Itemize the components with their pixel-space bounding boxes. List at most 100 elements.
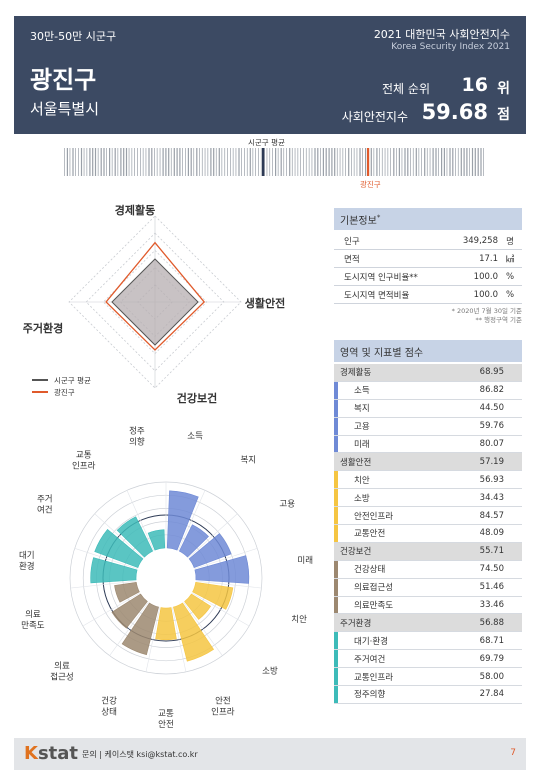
score-indicator-row: 소방 34.43 — [334, 489, 522, 508]
barcode-tick — [300, 148, 301, 176]
score-indicator-row: 정주의향 27.84 — [334, 686, 522, 704]
rank-value: 16 — [461, 74, 488, 96]
info-row: 인구 349,258 명 — [334, 232, 522, 250]
barcode-tick — [190, 148, 192, 176]
barcode-tick — [314, 148, 316, 176]
barcode-tick — [396, 148, 397, 176]
domain-color-bar — [334, 417, 338, 435]
barcode-tick — [86, 148, 88, 176]
info-row: 도시지역 인구비율** 100.0 % — [334, 268, 522, 286]
barcode-tick — [154, 148, 155, 176]
polar-bar-3 — [188, 533, 232, 568]
barcode-tick — [137, 148, 138, 176]
barcode-tick — [322, 148, 324, 176]
polar-spoke — [177, 490, 206, 551]
info-value: 100.0 — [473, 271, 498, 282]
logo-text: stat — [37, 743, 79, 764]
polar-spoke — [183, 602, 223, 656]
score-value: 55.71 — [479, 546, 504, 557]
barcode-tick — [170, 148, 172, 176]
population-group: 30만-50만 시군구 — [30, 30, 117, 43]
barcode-tick — [418, 148, 420, 176]
polar-bar-4 — [194, 555, 250, 584]
barcode-tick — [193, 148, 195, 176]
barcode-tick — [232, 148, 234, 176]
barcode-tick — [449, 148, 451, 176]
barcode-tick — [308, 148, 310, 176]
score-label: 치안 — [354, 475, 370, 486]
score-label: 경제활동 — [340, 368, 372, 379]
info-footnote-2: ** 행정구역 기준 — [475, 316, 522, 324]
barcode-tick — [404, 148, 406, 176]
barcode-tick — [66, 148, 68, 176]
barcode-tick — [289, 148, 291, 176]
legend-label: 시군구 평균 — [54, 375, 91, 385]
info-unit: ㎢ — [505, 254, 515, 265]
score-domain-row: 건강보건 55.71 — [334, 542, 522, 561]
radar-axis-label: 경제활동 — [115, 203, 155, 217]
barcode-average-marker — [262, 148, 265, 176]
polar-spoke — [94, 513, 144, 559]
region-title: 광진구 — [30, 66, 97, 94]
barcode-tick — [227, 148, 228, 176]
info-value: 17.1 — [479, 253, 498, 264]
score-label: 대기·환경 — [354, 636, 388, 647]
legend-swatch — [32, 379, 48, 381]
polar-bar-6 — [184, 593, 212, 620]
barcode-tick — [446, 148, 448, 176]
score-label: 주거여건 — [354, 654, 386, 665]
barcode-tick — [179, 148, 181, 176]
polar-category-label: 교통 안전 — [158, 709, 174, 730]
radar-axis-label: 주거환경 — [23, 321, 63, 335]
score-indicator-row: 의료접근성 51.46 — [334, 578, 522, 597]
barcode-tick — [286, 148, 287, 176]
index-title-en: Korea Security Index 2021 — [391, 42, 510, 52]
polar-bar-2 — [178, 524, 209, 558]
barcode-tick — [246, 148, 248, 176]
polar-category-label: 건강 상태 — [101, 696, 117, 718]
polar-bar-15 — [147, 529, 166, 551]
barcode-tick — [325, 148, 327, 176]
ranking-barcode — [64, 148, 484, 176]
barcode-tick — [280, 148, 282, 176]
barcode-self-label: 광진구 — [360, 180, 381, 189]
barcode-tick — [480, 148, 482, 176]
score-label: 교통안전 — [354, 529, 386, 540]
barcode-tick — [94, 148, 97, 176]
score-value: 68.71 — [479, 635, 504, 646]
polar-bar-11 — [114, 581, 140, 603]
barcode-tick — [207, 148, 209, 176]
domain-color-bar — [334, 471, 338, 489]
barcode-tick — [64, 148, 65, 176]
domain-color-bar — [334, 686, 338, 703]
barcode-tick — [97, 148, 99, 176]
barcode-tick — [109, 148, 111, 176]
polar-bar-12 — [90, 557, 138, 584]
polar-category-label: 고용 — [279, 500, 295, 510]
barcode-tick — [238, 148, 240, 176]
score-value: 57.19 — [479, 456, 504, 467]
barcode-tick — [339, 148, 341, 176]
barcode-tick — [69, 148, 71, 176]
barcode-tick — [331, 148, 333, 176]
barcode-tick — [128, 148, 130, 176]
score-label: 소방 — [354, 493, 370, 504]
score-indicator-row: 교통인프라 58.00 — [334, 668, 522, 687]
score-value: 44.50 — [479, 403, 504, 414]
polar-spoke — [171, 607, 187, 672]
barcode-tick — [92, 148, 94, 176]
barcode-tick — [477, 148, 479, 176]
barcode-tick — [148, 148, 150, 176]
score-domain-row: 생활안전 57.19 — [334, 453, 522, 472]
barcode-tick — [103, 148, 105, 176]
score-indicator-row: 대기·환경 68.71 — [334, 632, 522, 651]
domain-color-bar — [334, 507, 338, 525]
info-unit: 명 — [506, 236, 514, 247]
score-domain-row: 경제활동 68.95 — [334, 364, 522, 382]
logo-k: K — [24, 743, 38, 764]
legend-label: 광진구 — [54, 387, 75, 397]
barcode-tick — [415, 148, 417, 176]
barcode-tick — [111, 148, 113, 176]
barcode-tick — [384, 148, 386, 176]
score-indicator-row: 건강상태 74.50 — [334, 560, 522, 579]
